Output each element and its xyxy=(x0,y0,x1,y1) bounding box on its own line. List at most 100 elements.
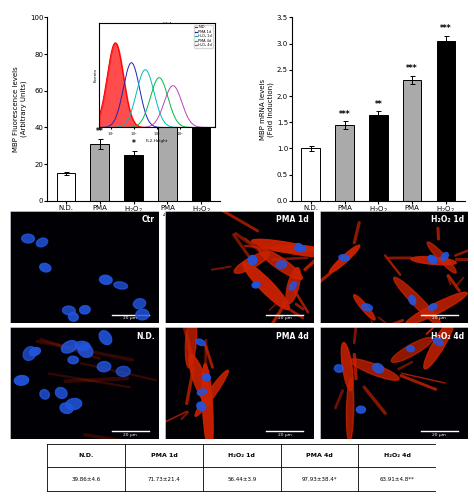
Ellipse shape xyxy=(373,364,383,373)
Ellipse shape xyxy=(36,238,47,247)
Ellipse shape xyxy=(271,246,318,252)
Ellipse shape xyxy=(40,390,49,399)
Ellipse shape xyxy=(196,339,205,346)
Ellipse shape xyxy=(276,261,287,268)
Ellipse shape xyxy=(29,348,40,356)
Text: ***: *** xyxy=(162,22,173,31)
Ellipse shape xyxy=(23,347,36,361)
Ellipse shape xyxy=(428,255,437,264)
Ellipse shape xyxy=(63,306,75,315)
Ellipse shape xyxy=(133,299,146,309)
Ellipse shape xyxy=(114,282,128,289)
Bar xyxy=(124,155,143,201)
Text: ***: *** xyxy=(440,24,452,33)
Y-axis label: MBP mRNA levels
(Fold Induction): MBP mRNA levels (Fold Induction) xyxy=(260,78,274,140)
Ellipse shape xyxy=(350,359,399,380)
Ellipse shape xyxy=(116,367,130,376)
Text: H₂O₂ 1d: H₂O₂ 1d xyxy=(228,453,255,458)
Ellipse shape xyxy=(203,374,210,380)
Text: H₂O₂ 4d: H₂O₂ 4d xyxy=(431,332,464,341)
Ellipse shape xyxy=(289,282,297,290)
Ellipse shape xyxy=(202,364,213,452)
Ellipse shape xyxy=(100,275,112,284)
Bar xyxy=(335,125,354,201)
Text: 20 μm: 20 μm xyxy=(278,316,292,320)
Ellipse shape xyxy=(40,263,51,272)
Ellipse shape xyxy=(97,362,111,372)
Ellipse shape xyxy=(334,365,344,372)
Text: H₂O₂ 4d: H₂O₂ 4d xyxy=(384,453,410,458)
Ellipse shape xyxy=(329,245,360,273)
Text: PMA 1d: PMA 1d xyxy=(151,453,177,458)
Ellipse shape xyxy=(407,346,414,352)
Ellipse shape xyxy=(252,282,260,288)
Ellipse shape xyxy=(185,314,197,368)
Ellipse shape xyxy=(427,242,456,273)
Ellipse shape xyxy=(405,292,467,325)
Ellipse shape xyxy=(258,248,302,279)
Ellipse shape xyxy=(62,341,77,353)
Text: ***: *** xyxy=(339,110,350,119)
Ellipse shape xyxy=(136,309,149,320)
Bar xyxy=(437,41,455,201)
Text: 20 μm: 20 μm xyxy=(432,316,446,320)
Bar xyxy=(369,116,388,201)
Ellipse shape xyxy=(197,389,207,395)
Text: 20 μm: 20 μm xyxy=(123,433,137,436)
Bar xyxy=(192,93,210,201)
Text: 20 μm: 20 μm xyxy=(123,316,137,320)
Ellipse shape xyxy=(391,337,433,363)
Ellipse shape xyxy=(295,244,303,252)
Ellipse shape xyxy=(394,277,441,326)
Bar xyxy=(158,41,177,201)
Text: PMA 4d: PMA 4d xyxy=(306,453,333,458)
Ellipse shape xyxy=(295,246,306,251)
Ellipse shape xyxy=(99,331,112,345)
Ellipse shape xyxy=(75,341,90,351)
Text: 20 μm: 20 μm xyxy=(432,433,446,436)
Text: **: ** xyxy=(374,100,382,109)
Ellipse shape xyxy=(362,304,373,311)
Text: 63.91±4.8**: 63.91±4.8** xyxy=(380,477,415,482)
Ellipse shape xyxy=(248,255,257,265)
Ellipse shape xyxy=(14,375,28,385)
Ellipse shape xyxy=(411,257,456,265)
Bar xyxy=(57,173,75,201)
Text: 39.86±4.6: 39.86±4.6 xyxy=(72,477,101,482)
Text: N.D.: N.D. xyxy=(136,332,155,341)
Ellipse shape xyxy=(286,267,301,304)
Text: PMA 4d: PMA 4d xyxy=(276,332,309,341)
Ellipse shape xyxy=(55,387,67,398)
Ellipse shape xyxy=(339,255,349,261)
Ellipse shape xyxy=(409,295,416,305)
Text: 97.93±38.4*: 97.93±38.4* xyxy=(302,477,337,482)
Ellipse shape xyxy=(78,344,93,358)
Text: **: ** xyxy=(96,127,104,136)
Ellipse shape xyxy=(234,252,269,273)
Ellipse shape xyxy=(65,398,82,410)
Text: 56.44±3.9: 56.44±3.9 xyxy=(227,477,256,482)
Ellipse shape xyxy=(424,318,455,369)
Y-axis label: MBP Fluorescence levels
(Arbitrary Units): MBP Fluorescence levels (Arbitrary Units… xyxy=(13,66,27,152)
Ellipse shape xyxy=(195,370,228,416)
Ellipse shape xyxy=(22,234,35,243)
Bar xyxy=(91,144,109,201)
Ellipse shape xyxy=(441,252,448,261)
Ellipse shape xyxy=(346,378,354,442)
Ellipse shape xyxy=(68,356,78,364)
Text: H₂O₂ 1d: H₂O₂ 1d xyxy=(431,215,464,224)
Ellipse shape xyxy=(252,240,329,257)
Text: ***: *** xyxy=(406,64,418,73)
Bar xyxy=(403,80,421,201)
Ellipse shape xyxy=(80,306,90,314)
Text: 20 μm: 20 μm xyxy=(278,433,292,436)
Ellipse shape xyxy=(429,304,437,310)
Ellipse shape xyxy=(243,262,290,310)
Ellipse shape xyxy=(197,402,206,410)
Text: ***: *** xyxy=(195,75,207,84)
Ellipse shape xyxy=(354,295,375,320)
Ellipse shape xyxy=(433,338,443,346)
Ellipse shape xyxy=(341,342,353,391)
Ellipse shape xyxy=(68,312,78,321)
Ellipse shape xyxy=(60,403,73,414)
